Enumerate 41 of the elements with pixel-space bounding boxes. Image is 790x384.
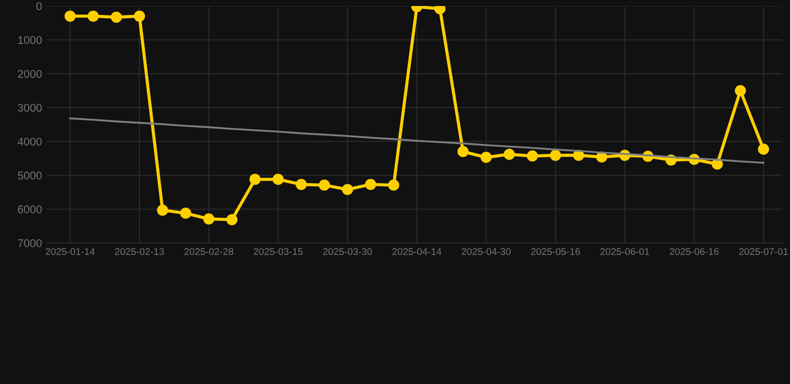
point — [64, 10, 76, 22]
point — [134, 10, 146, 22]
y-tick-label: 4000 — [18, 138, 42, 146]
x-tick-label: 2025-03-30 — [323, 248, 372, 255]
y-tick-label: 6000 — [18, 205, 42, 214]
point — [318, 180, 330, 191]
x-tick-label: 2025-01-14 — [46, 248, 95, 255]
point — [526, 150, 538, 162]
y-tick-label: 1000 — [18, 36, 42, 44]
point — [504, 148, 515, 160]
x-tick-label: 2025-02-13 — [115, 248, 164, 255]
point — [272, 174, 284, 185]
x-tick-label: 2025-07-01 — [739, 248, 788, 255]
x-tick-label: 2025-06-01 — [600, 248, 650, 255]
point — [480, 152, 492, 163]
point — [88, 10, 99, 22]
x-tick-label: 2025-05-16 — [531, 248, 580, 255]
y-tick-label: 7000 — [18, 239, 42, 248]
y-tick-label: 0 — [36, 2, 42, 10]
point — [758, 144, 770, 155]
x-tick-label: 2025-02-28 — [184, 248, 234, 255]
y-tick-label: 5000 — [18, 172, 42, 180]
y-tick-label: 3000 — [18, 104, 42, 112]
point — [365, 178, 376, 190]
point — [226, 214, 238, 226]
x-tick-label: 2025-06-16 — [670, 248, 719, 255]
point — [203, 213, 214, 225]
x-tick-label: 2025-03-15 — [254, 248, 303, 255]
point — [550, 150, 562, 161]
point — [296, 178, 307, 190]
point — [157, 204, 168, 216]
point — [388, 180, 400, 191]
x-tick-label: 2025-04-30 — [462, 248, 511, 255]
y-tick-label: 2000 — [18, 70, 42, 78]
point — [457, 146, 469, 158]
x-tick-label: 2025-04-14 — [392, 248, 442, 255]
point — [342, 184, 354, 196]
point — [180, 208, 192, 219]
point — [110, 12, 122, 23]
point — [249, 174, 261, 185]
point — [734, 85, 746, 96]
